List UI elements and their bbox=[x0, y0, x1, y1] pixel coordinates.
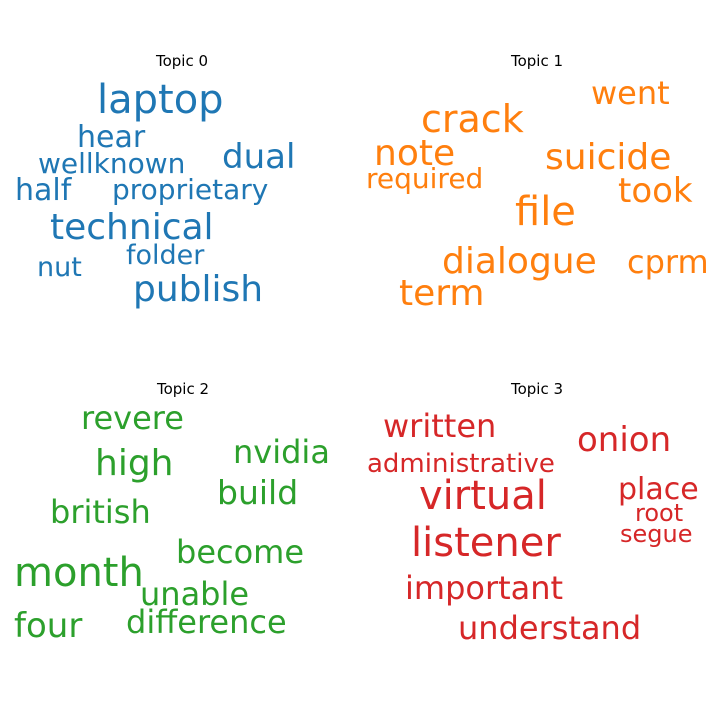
wordcloud-word: went bbox=[591, 74, 670, 112]
wordcloud-word: half bbox=[15, 173, 72, 208]
wordcloud-word: publish bbox=[133, 269, 264, 310]
wordcloud-word: hear bbox=[77, 120, 146, 155]
wordcloud-word: proprietary bbox=[112, 173, 269, 206]
wordcloud-word: dialogue bbox=[442, 241, 597, 282]
wordcloud-word: build bbox=[217, 473, 299, 512]
wordcloud-word: folder bbox=[126, 240, 205, 271]
wordcloud-word: nut bbox=[37, 252, 82, 283]
topic-panel-3: Topic 3 written onion administrative virtual… bbox=[360, 360, 720, 720]
wordcloud-word: crack bbox=[421, 97, 524, 141]
topic-panel-1: Topic 1 went crack note suicide required took f… bbox=[360, 0, 720, 360]
wordcloud-word: wellknown bbox=[38, 147, 186, 180]
wordcloud-word: file bbox=[515, 189, 576, 235]
wordcloud-word: high bbox=[95, 443, 174, 484]
wordcloud-word: written bbox=[383, 407, 497, 445]
wordcloud-word: british bbox=[50, 493, 151, 531]
wordcloud-word: month bbox=[14, 550, 144, 596]
wordcloud-word: suicide bbox=[545, 137, 672, 178]
wordcloud-word: segue bbox=[620, 520, 693, 548]
wordcloud-word: revere bbox=[81, 399, 184, 437]
wordcloud-word: understand bbox=[458, 609, 642, 647]
wordcloud-word: become bbox=[176, 533, 305, 571]
topic-title: Topic 1 bbox=[510, 52, 564, 70]
wordcloud-word: dual bbox=[222, 137, 296, 177]
wordcloud-word: term bbox=[399, 273, 485, 314]
wordcloud-word: onion bbox=[577, 420, 672, 460]
wordcloud-word: note bbox=[374, 133, 456, 174]
wordcloud-word: technical bbox=[50, 207, 214, 248]
wordcloud-word: four bbox=[14, 606, 83, 646]
topic-title: Topic 3 bbox=[510, 380, 564, 398]
wordcloud-word: laptop bbox=[97, 77, 224, 123]
wordcloud-word: difference bbox=[126, 603, 287, 641]
wordcloud-word: administrative bbox=[367, 449, 555, 479]
wordcloud-word: unable bbox=[140, 575, 250, 613]
wordcloud-word: place bbox=[618, 472, 699, 507]
wordcloud-word: cprm bbox=[627, 243, 709, 281]
wordcloud-word: root bbox=[635, 499, 684, 527]
topic-title: Topic 0 bbox=[155, 52, 209, 70]
wordcloud-word: required bbox=[366, 162, 484, 195]
topic-panel-0: Topic 0 laptop hear dual wellknown half propri… bbox=[0, 0, 360, 360]
topic-panel-2: Topic 2 revere nvidia high build british becom… bbox=[0, 360, 360, 720]
wordcloud-word: nvidia bbox=[233, 433, 330, 471]
wordcloud-word: took bbox=[618, 171, 693, 211]
wordcloud-word: important bbox=[405, 569, 564, 607]
topic-title: Topic 2 bbox=[156, 380, 210, 398]
wordcloud-word: listener bbox=[411, 520, 561, 566]
wordcloud-word: virtual bbox=[419, 473, 547, 519]
